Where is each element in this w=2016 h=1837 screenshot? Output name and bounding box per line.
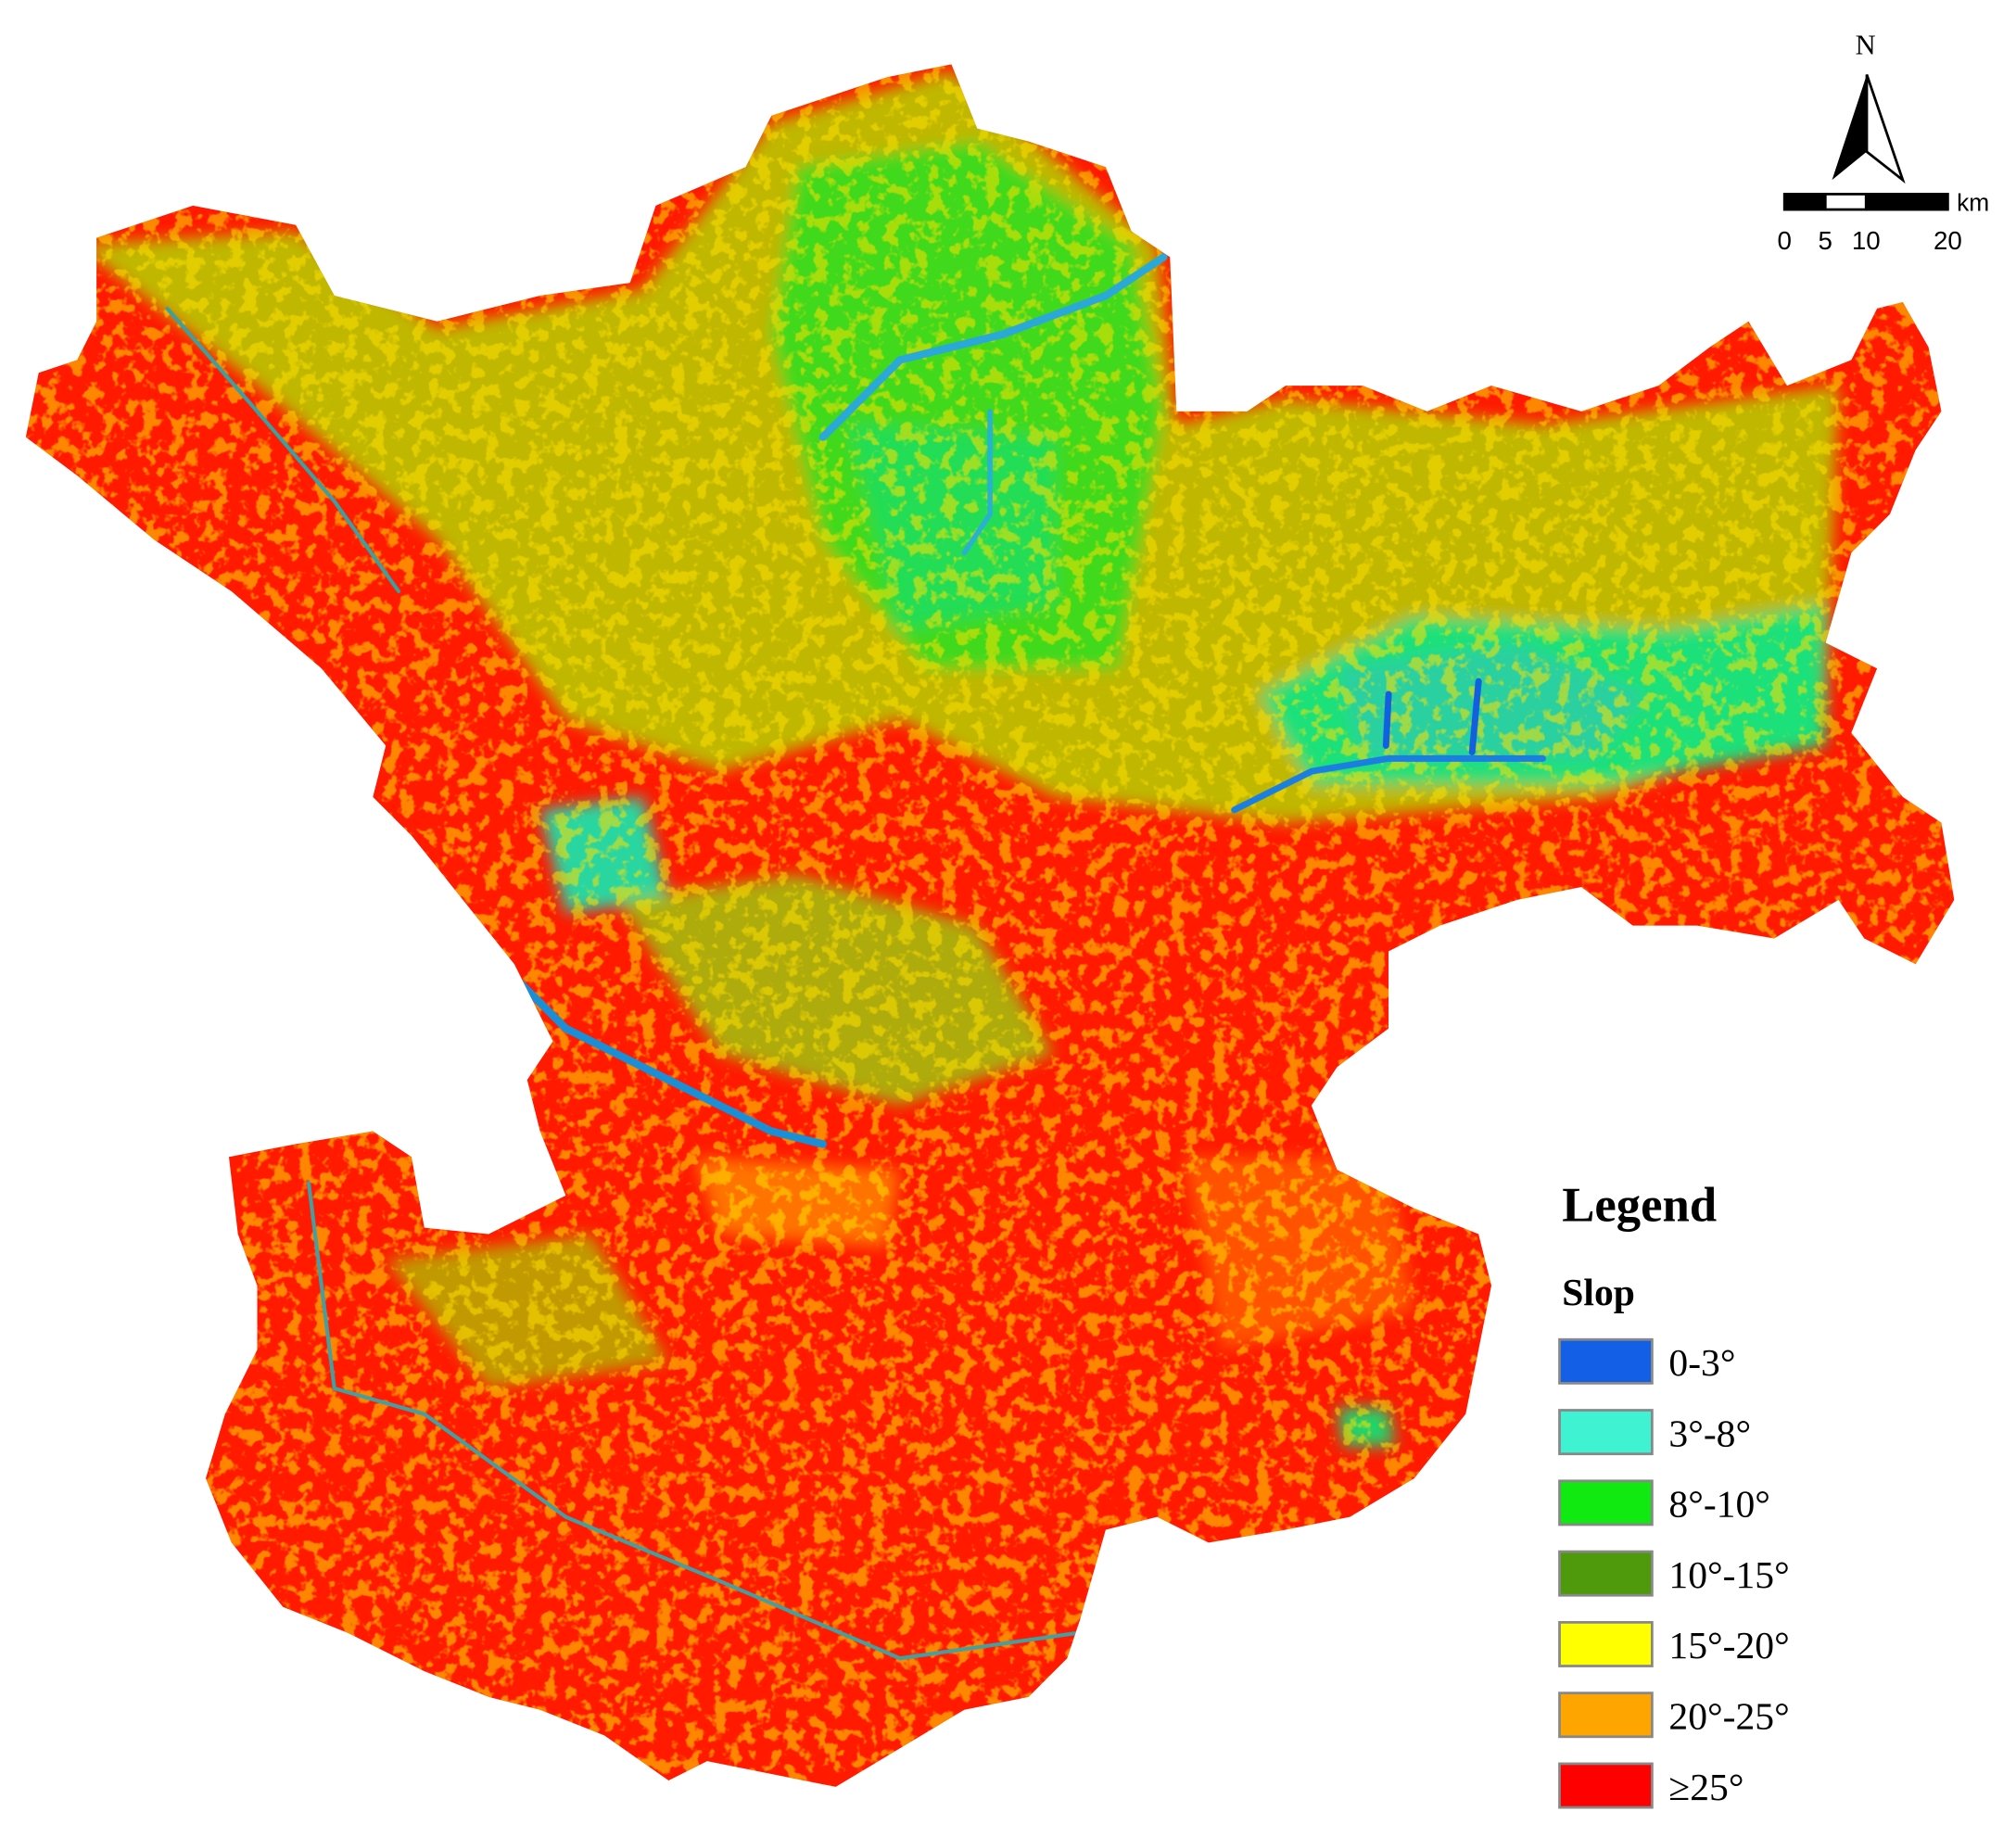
legend-label: 15°-20°: [1668, 1624, 1789, 1666]
north-arrow: N: [1832, 29, 1906, 184]
legend-swatch: [1558, 1691, 1654, 1739]
north-arrow-left: [1832, 74, 1868, 181]
legend: Legend Slop 0-3° 3°-8° 8°-10° 10°-15° 15°-20…: [1558, 1179, 1790, 1809]
legend-label: 3°-8°: [1668, 1412, 1751, 1454]
legend-swatch: [1558, 1550, 1654, 1597]
legend-swatch: [1558, 1337, 1654, 1385]
scale-bar: km 0 5 10 20: [1778, 188, 1990, 255]
north-label: N: [1856, 29, 1876, 60]
scale-segment: [1864, 193, 1949, 211]
legend-swatch: [1558, 1409, 1654, 1456]
legend-title: Legend: [1562, 1179, 1717, 1233]
legend-label: ≥25°: [1668, 1766, 1743, 1808]
scale-label: 20: [1934, 226, 1962, 255]
north-arrow-right: [1865, 73, 1906, 184]
legend-label: 0-3°: [1668, 1341, 1735, 1384]
scale-segment: [1782, 193, 1827, 211]
scale-label: 5: [1819, 226, 1832, 255]
legend-label: 10°-15°: [1668, 1553, 1789, 1596]
scale-label: 10: [1852, 226, 1881, 255]
legend-swatch: [1558, 1762, 1654, 1809]
legend-label: 20°-25°: [1668, 1694, 1789, 1737]
scale-unit: km: [1957, 188, 1989, 216]
legend-label: 8°-10°: [1668, 1483, 1770, 1526]
scale-label: 0: [1778, 226, 1792, 255]
legend-swatch: [1558, 1620, 1654, 1667]
scale-segment: [1823, 193, 1868, 211]
legend-subtitle: Slop: [1562, 1271, 1635, 1313]
legend-swatch: [1558, 1479, 1654, 1527]
